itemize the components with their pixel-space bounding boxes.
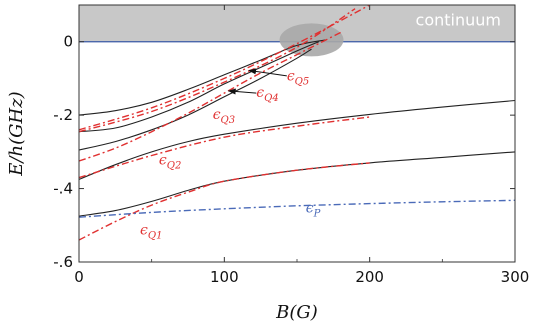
y-tick-label: -.2 — [53, 106, 73, 124]
annotation-label: ϵQ3 — [213, 107, 235, 126]
annotation-label: ϵP — [306, 200, 321, 219]
annotation-arrow — [248, 68, 287, 77]
solid-curve-3 — [79, 48, 312, 151]
solid-curve-4 — [79, 99, 515, 180]
dashdot-curve-6 — [79, 5, 371, 131]
solid-curve-5 — [79, 151, 515, 217]
continuum-label: continuum — [416, 11, 501, 30]
x-tick-label: 0 — [74, 268, 84, 286]
annotation-label: ϵQ1 — [140, 222, 162, 241]
y-axis: 0 -.2 -.4 -.6 — [53, 33, 515, 271]
annotation-arrow — [227, 88, 257, 95]
annotation-label: ϵQ4 — [256, 85, 278, 104]
dashdot-curve-11 — [79, 199, 515, 218]
annotation-label: ϵQ5 — [287, 68, 309, 87]
annotations: ϵQ5 ϵQ4 ϵQ3 ϵQ2 ϵQ1 ϵP — [140, 68, 321, 241]
crossing-ellipse-shape — [279, 23, 344, 57]
x-axis: 0 100 200 300 — [74, 5, 529, 286]
y-axis-label: E/h(GHz) — [6, 91, 27, 176]
x-tick-label: 200 — [355, 268, 384, 286]
dashdot-curve-10 — [79, 162, 370, 241]
crossing-ellipse — [279, 23, 344, 57]
x-axis-label: B(G) — [275, 302, 318, 323]
x-tick-label: 100 — [210, 268, 239, 286]
solid-curve-2 — [79, 41, 320, 133]
annotation-label: ϵQ2 — [159, 153, 181, 172]
series-layer — [79, 5, 515, 241]
dashdot-curve-8 — [79, 31, 341, 162]
y-tick-label: -.4 — [53, 180, 73, 198]
x-tick-label: 300 — [501, 268, 530, 286]
dashdot-curve-7 — [79, 8, 356, 133]
y-tick-label: 0 — [63, 33, 73, 51]
solid-curve-1 — [79, 39, 327, 116]
y-tick-label: -.6 — [53, 253, 73, 271]
dashdot-curve-9 — [79, 116, 370, 179]
